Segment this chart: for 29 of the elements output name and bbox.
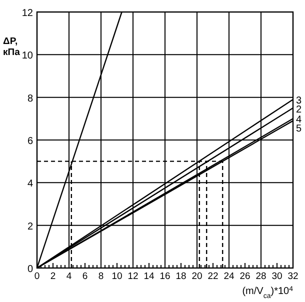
x-tick-label: 12 <box>128 271 138 282</box>
x-tick-label: 6 <box>82 271 88 282</box>
y-tick-label: 8 <box>27 93 34 104</box>
x-tick-label: 20 <box>192 271 202 282</box>
y-tick-label: 10 <box>22 50 34 62</box>
x-tick-label: 8 <box>98 271 104 282</box>
x-tick-label: 4 <box>66 271 72 282</box>
x-tick-label: 2 <box>50 271 56 282</box>
y-tick-label: 6 <box>27 136 34 147</box>
x-tick-label: 28 <box>256 271 266 282</box>
y-tick-label: 4 <box>27 178 34 190</box>
x-tick-label: 10 <box>112 271 122 282</box>
series-label: 5 <box>296 124 302 135</box>
y-tick-label: 2 <box>27 221 34 232</box>
x-axis-title: (m/V$_{са}$)*10$^{4}$ <box>242 286 294 300</box>
y-tick-label: 0 <box>27 264 34 275</box>
x-tick-label: 22 <box>208 271 218 282</box>
x-tick-label: 18 <box>176 271 186 282</box>
x-tick-label: 16 <box>160 271 170 282</box>
x-tick-label: 26 <box>240 271 250 282</box>
x-tick-label: 32 <box>288 271 298 282</box>
x-tick-label: 30 <box>272 271 282 282</box>
series-label: 2 <box>296 104 302 116</box>
y-tick-label: 12 <box>22 8 34 19</box>
x-tick-label: 24 <box>224 271 234 282</box>
x-tick-label: 14 <box>144 271 154 282</box>
series-label: 4 <box>296 114 302 126</box>
series-label: 3 <box>296 95 302 106</box>
y-axis-title: ΔP, кПа <box>3 36 21 58</box>
